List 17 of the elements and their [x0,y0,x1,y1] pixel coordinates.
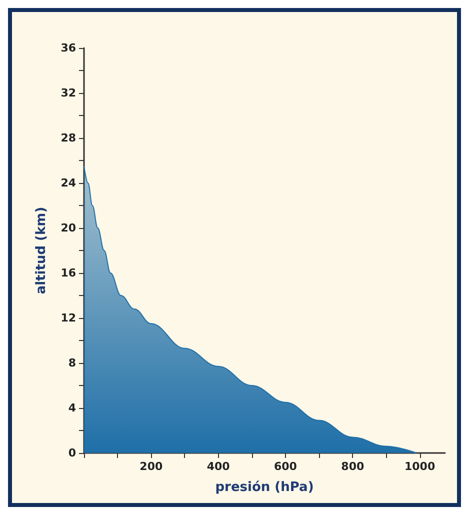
y-tick-label: 8 [68,356,76,370]
y-axis-title: altitud (km) [34,206,49,294]
y-tick-label: 20 [60,222,76,234]
x-tick-label: 1000 [404,460,436,473]
x-tick-label: 600 [274,460,298,473]
y-tick-label: 12 [60,312,76,324]
y-tick-label: 36 [60,42,76,54]
x-axis-title: presión (hPa) [215,480,314,495]
x-tick-label: 800 [341,460,364,473]
x-tick-label: 200 [140,460,163,473]
y-tick-label: 4 [68,402,76,414]
x-tick-label: 400 [206,460,230,473]
y-tick-label: 28 [60,132,76,144]
y-tick-label: 16 [60,266,76,280]
y-tick-label: 0 [68,446,76,460]
y-tick-label: 24 [60,176,76,190]
y-tick-label: 32 [60,86,76,100]
